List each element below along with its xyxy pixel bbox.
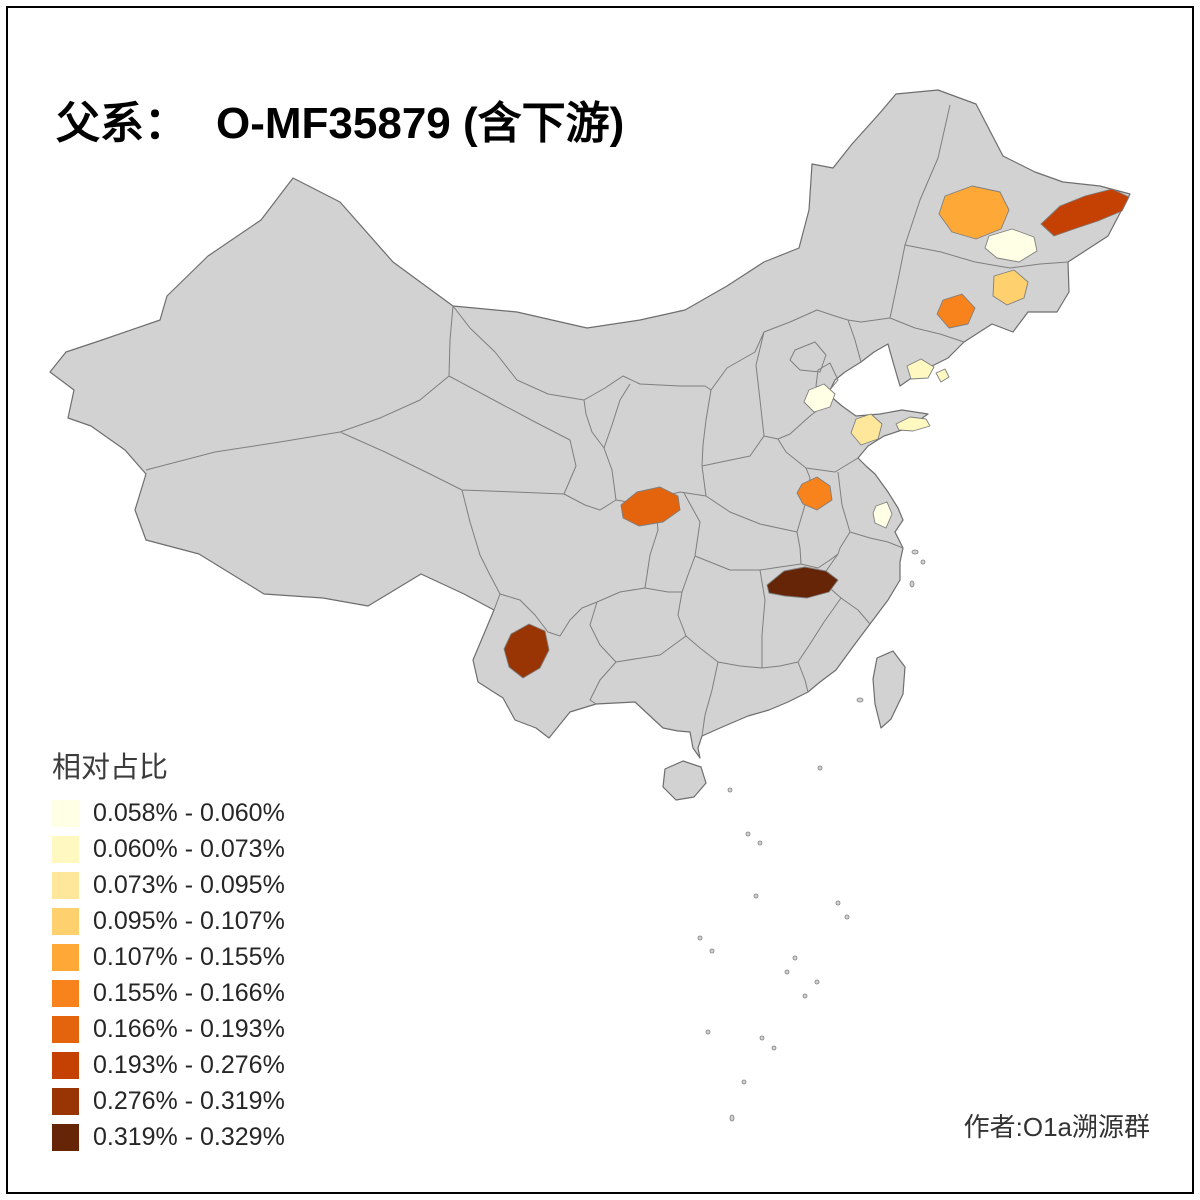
legend-swatch — [52, 1016, 79, 1043]
legend-label: 0.155% - 0.166% — [93, 979, 285, 1007]
legend-label: 0.193% - 0.276% — [93, 1051, 285, 1079]
legend-label: 0.107% - 0.155% — [93, 943, 285, 971]
region-shandong-central — [850, 413, 883, 446]
legend-row: 0.166% - 0.193% — [52, 1015, 285, 1044]
region-shandong-peninsula — [895, 416, 931, 432]
legend-title: 相对占比 — [52, 752, 169, 784]
credit-text: 作者:O1a溯源群 — [963, 1112, 1150, 1142]
region-heilongjiang-central — [984, 228, 1038, 263]
legend-swatch — [52, 908, 79, 935]
legend-row: 0.319% - 0.329% — [52, 1123, 285, 1152]
legend-swatch — [52, 800, 79, 827]
legend: 相对占比 0.058% - 0.060% 0.060% - 0.073% 0.0… — [52, 744, 285, 1159]
south-china-sea-islands — [697, 549, 926, 1122]
legend-row: 0.276% - 0.319% — [52, 1087, 285, 1116]
legend-swatch — [52, 1088, 79, 1115]
legend-row: 0.095% - 0.107% — [52, 907, 285, 936]
region-jilin-central — [992, 269, 1029, 306]
region-heilongjiang-northeast — [1040, 188, 1130, 237]
legend-swatch — [52, 944, 79, 971]
legend-label: 0.073% - 0.095% — [93, 871, 285, 899]
taiwan-island — [872, 650, 906, 729]
legend-label: 0.319% - 0.329% — [93, 1123, 285, 1151]
region-heilongjiang-west — [938, 185, 1010, 240]
page-title: 父系： O-MF35879 (含下游) — [56, 87, 624, 151]
legend-row: 0.155% - 0.166% — [52, 979, 285, 1008]
region-hubei-southeast — [766, 566, 839, 599]
region-yunnan-west — [503, 623, 550, 679]
legend-swatch — [52, 872, 79, 899]
legend-swatch — [52, 1124, 79, 1151]
legend-swatch — [52, 980, 79, 1007]
legend-label: 0.166% - 0.193% — [93, 1015, 285, 1043]
legend-label: 0.060% - 0.073% — [93, 835, 285, 863]
title-main: O-MF35879 (含下游) — [216, 99, 625, 149]
legend-label: 0.058% - 0.060% — [93, 799, 285, 827]
choropleth-regions — [503, 185, 1130, 679]
region-jiangsu-central — [872, 501, 893, 529]
legend-row: 0.060% - 0.073% — [52, 835, 285, 864]
hainan-island — [662, 760, 707, 801]
legend-row: 0.193% - 0.276% — [52, 1051, 285, 1080]
region-liaoning-dalian — [935, 368, 950, 383]
legend-label: 0.276% - 0.319% — [93, 1087, 285, 1115]
legend-label: 0.095% - 0.107% — [93, 907, 285, 935]
region-liaoning-coastal — [906, 358, 935, 380]
title-prefix: 父系： — [56, 99, 188, 149]
legend-row: 0.073% - 0.095% — [52, 871, 285, 900]
legend-row: 0.058% - 0.060% — [52, 799, 285, 828]
legend-row: 0.107% - 0.155% — [52, 943, 285, 972]
region-henan-east — [796, 476, 833, 511]
legend-swatch — [52, 836, 79, 863]
region-jilin-southwest — [936, 293, 976, 329]
region-hebei-coastal — [803, 383, 836, 413]
region-shaanxi-south — [620, 486, 681, 527]
legend-swatch — [52, 1052, 79, 1079]
